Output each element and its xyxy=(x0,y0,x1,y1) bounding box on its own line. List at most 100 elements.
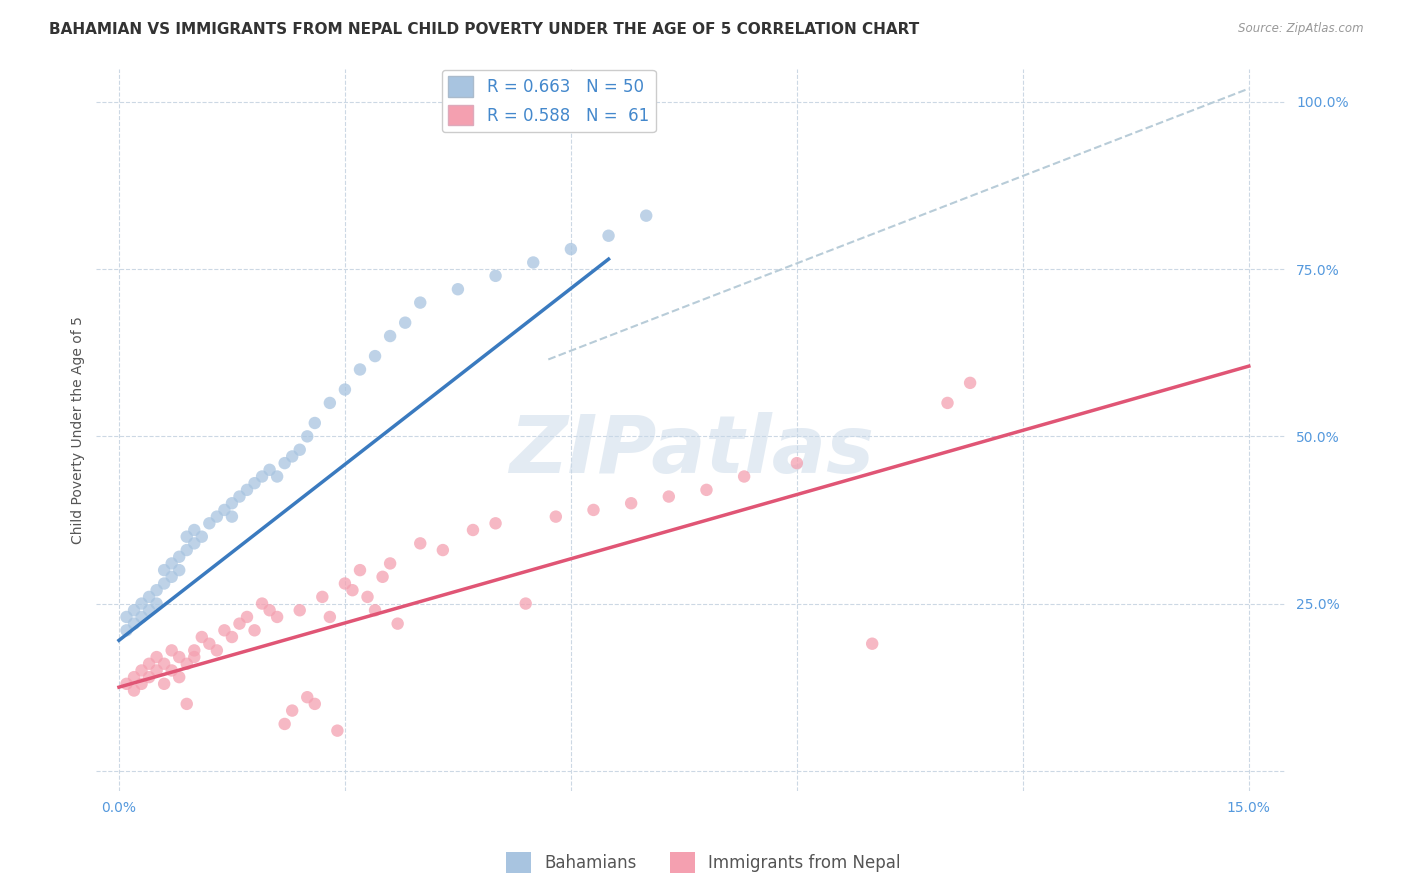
Point xyxy=(160,570,183,584)
Point xyxy=(145,650,167,665)
Point xyxy=(153,677,176,691)
Point xyxy=(786,456,808,470)
Point xyxy=(311,590,333,604)
Point xyxy=(122,603,145,617)
Point xyxy=(138,590,160,604)
Point xyxy=(176,657,198,671)
Point xyxy=(304,697,326,711)
Point xyxy=(522,255,544,269)
Point xyxy=(191,530,214,544)
Point xyxy=(259,603,281,617)
Point xyxy=(131,664,153,678)
Point xyxy=(221,509,243,524)
Text: Source: ZipAtlas.com: Source: ZipAtlas.com xyxy=(1239,22,1364,36)
Point xyxy=(860,637,883,651)
Point xyxy=(183,523,205,537)
Point xyxy=(304,416,326,430)
Point xyxy=(959,376,981,390)
Point xyxy=(342,583,364,598)
Point xyxy=(115,624,138,638)
Point xyxy=(145,597,167,611)
Point xyxy=(598,228,620,243)
Point xyxy=(326,723,349,738)
Point xyxy=(378,557,401,571)
Point xyxy=(153,563,176,577)
Point xyxy=(349,362,371,376)
Point xyxy=(131,597,153,611)
Point xyxy=(297,690,319,705)
Point xyxy=(371,570,394,584)
Legend: R = 0.663   N = 50, R = 0.588   N =  61: R = 0.663 N = 50, R = 0.588 N = 61 xyxy=(441,70,655,132)
Point xyxy=(695,483,717,497)
Point xyxy=(131,677,153,691)
Point xyxy=(176,530,198,544)
Text: ZIPatlas: ZIPatlas xyxy=(509,412,875,491)
Point xyxy=(198,637,221,651)
Point xyxy=(250,469,273,483)
Point xyxy=(484,268,506,283)
Point xyxy=(176,543,198,558)
Point xyxy=(297,429,319,443)
Point xyxy=(461,523,484,537)
Point xyxy=(214,503,236,517)
Point xyxy=(333,576,356,591)
Point xyxy=(115,610,138,624)
Point xyxy=(273,456,295,470)
Point xyxy=(122,670,145,684)
Point xyxy=(153,657,176,671)
Point xyxy=(138,603,160,617)
Point xyxy=(409,295,432,310)
Point xyxy=(378,329,401,343)
Point xyxy=(356,590,378,604)
Point xyxy=(394,316,416,330)
Point xyxy=(183,643,205,657)
Point xyxy=(349,563,371,577)
Point xyxy=(160,643,183,657)
Point xyxy=(145,664,167,678)
Point xyxy=(167,563,190,577)
Point xyxy=(636,209,658,223)
Point xyxy=(138,657,160,671)
Point xyxy=(183,536,205,550)
Point xyxy=(145,583,167,598)
Point xyxy=(205,643,228,657)
Point xyxy=(582,503,605,517)
Point xyxy=(122,683,145,698)
Point xyxy=(221,630,243,644)
Point xyxy=(281,704,304,718)
Point xyxy=(936,396,959,410)
Point xyxy=(183,650,205,665)
Point xyxy=(259,463,281,477)
Point xyxy=(167,650,190,665)
Point xyxy=(447,282,470,296)
Point xyxy=(228,490,250,504)
Point xyxy=(198,516,221,531)
Y-axis label: Child Poverty Under the Age of 5: Child Poverty Under the Age of 5 xyxy=(72,316,86,543)
Point xyxy=(176,697,198,711)
Point xyxy=(364,349,387,363)
Point xyxy=(167,549,190,564)
Point xyxy=(515,597,537,611)
Point xyxy=(236,610,259,624)
Point xyxy=(319,610,342,624)
Point xyxy=(205,509,228,524)
Point xyxy=(733,469,755,483)
Point xyxy=(432,543,454,558)
Point xyxy=(243,476,266,491)
Point xyxy=(250,597,273,611)
Point xyxy=(228,616,250,631)
Point xyxy=(167,670,190,684)
Point xyxy=(131,610,153,624)
Point xyxy=(236,483,259,497)
Point xyxy=(221,496,243,510)
Point xyxy=(333,383,356,397)
Point xyxy=(620,496,643,510)
Point xyxy=(122,616,145,631)
Point xyxy=(160,557,183,571)
Point xyxy=(138,670,160,684)
Point xyxy=(387,616,409,631)
Point xyxy=(153,576,176,591)
Point xyxy=(288,442,311,457)
Point xyxy=(288,603,311,617)
Point xyxy=(484,516,506,531)
